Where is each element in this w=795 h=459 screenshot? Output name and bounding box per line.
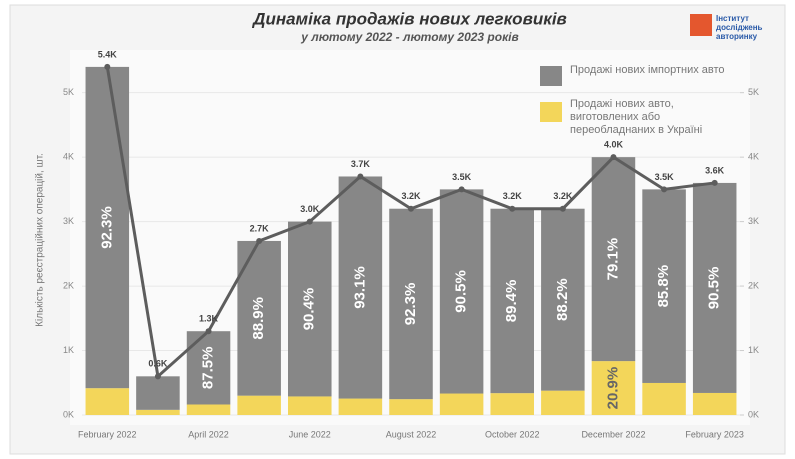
share-label: 87.5% — [200, 347, 217, 390]
total-point — [205, 328, 212, 335]
legend-label: Продажі нових авто, виготовлених або пер… — [570, 98, 703, 136]
total-point — [661, 186, 668, 193]
bar-segment — [186, 404, 231, 415]
total-point — [357, 173, 364, 180]
y-tick-label: 4K — [63, 152, 74, 162]
total-label: 3.5K — [452, 172, 472, 182]
total-label: 3.2K — [503, 191, 523, 201]
legend-swatch — [540, 102, 562, 122]
total-label: 3.0K — [300, 204, 320, 214]
bar-segment — [591, 361, 636, 415]
bar-segment — [642, 382, 686, 415]
x-tick-label: April 2022 — [188, 429, 229, 439]
total-point — [104, 63, 111, 70]
share-label: 88.9% — [250, 297, 267, 340]
bar-segment — [439, 393, 484, 415]
x-tick-label: August 2022 — [386, 429, 437, 439]
total-label: 1.3K — [199, 314, 219, 324]
y2-tick-label: 3K — [748, 216, 759, 226]
bar-segment — [85, 388, 130, 415]
x-tick-label: February 2023 — [685, 429, 744, 439]
x-tick-label: February 2022 — [78, 429, 137, 439]
bar-segment — [288, 221, 332, 397]
total-point — [256, 237, 263, 244]
total-point — [408, 205, 414, 212]
bar-segment — [541, 208, 585, 391]
bar-segment — [490, 208, 534, 394]
share-label: 89.4% — [503, 280, 520, 323]
chart-subtitle: у лютому 2022 - лютому 2023 років — [300, 30, 519, 44]
share-label: 79.1% — [604, 238, 621, 281]
bar-segment — [136, 409, 180, 415]
total-label: 3.7K — [351, 159, 371, 169]
bar-segment — [389, 399, 433, 415]
total-label: 4.0K — [604, 140, 624, 150]
legend-label: Продажі нових імпортних авто — [570, 64, 725, 76]
bar-segment — [389, 208, 433, 400]
total-point — [711, 179, 718, 186]
bar-segment — [85, 66, 130, 389]
total-label: 3.2K — [401, 191, 421, 201]
total-point — [154, 373, 161, 380]
total-point — [306, 218, 313, 225]
y2-tick-label: 1K — [748, 345, 759, 355]
bar-segment — [338, 176, 383, 399]
legend-swatch — [540, 66, 562, 86]
share-label: 90.5% — [706, 267, 723, 310]
total-label: 5.4K — [98, 49, 118, 59]
y-tick-label: 0K — [63, 409, 74, 419]
share-label: 85.8% — [655, 265, 672, 308]
y2-tick-label: 2K — [748, 280, 759, 290]
share-label: 93.1% — [351, 266, 368, 309]
total-point — [509, 205, 516, 212]
bar-segment — [490, 393, 534, 415]
share-label: 88.2% — [554, 278, 571, 321]
y-tick-label: 3K — [63, 216, 74, 226]
bar-segment — [591, 157, 636, 362]
bar-segment — [642, 189, 686, 383]
share-label: 90.5% — [453, 270, 470, 313]
total-label: 3.2K — [553, 191, 573, 201]
x-tick-label: December 2022 — [581, 429, 645, 439]
bar-segment — [692, 392, 737, 415]
share-label: 90.4% — [301, 288, 318, 331]
bar-segment — [692, 182, 737, 393]
bar-segment — [439, 189, 484, 394]
x-tick-label: June 2022 — [289, 429, 331, 439]
x-tick-label: October 2022 — [485, 429, 540, 439]
total-label: 0.6K — [148, 359, 168, 369]
chart-title: Динаміка продажів нових легковиків — [251, 9, 567, 28]
bar-segment — [541, 390, 585, 415]
total-point — [610, 154, 617, 161]
total-point — [458, 186, 465, 193]
total-point — [559, 205, 566, 212]
share-label: 92.3% — [402, 283, 419, 326]
total-label: 3.6K — [705, 165, 725, 175]
y-tick-label: 5K — [63, 87, 74, 97]
y2-tick-label: 5K — [748, 87, 759, 97]
logo-icon — [690, 14, 712, 36]
y2-tick-label: 4K — [748, 152, 759, 162]
y-tick-label: 1K — [63, 345, 74, 355]
y2-tick-label: 0K — [748, 409, 759, 419]
total-label: 3.5K — [655, 172, 675, 182]
share-label: 92.3% — [98, 206, 115, 249]
bar-segment — [136, 376, 180, 410]
bar-segment — [338, 398, 383, 415]
bar-segment — [288, 396, 332, 415]
logo-text: Інститут досліджень авторинку — [716, 14, 763, 41]
bar-segment — [237, 395, 281, 415]
y-axis-label: Кількість реєстраційних операцій, шт. — [35, 153, 46, 327]
total-label: 2.7K — [250, 223, 270, 233]
y-tick-label: 2K — [63, 280, 74, 290]
share-label: 20.9% — [604, 367, 621, 410]
